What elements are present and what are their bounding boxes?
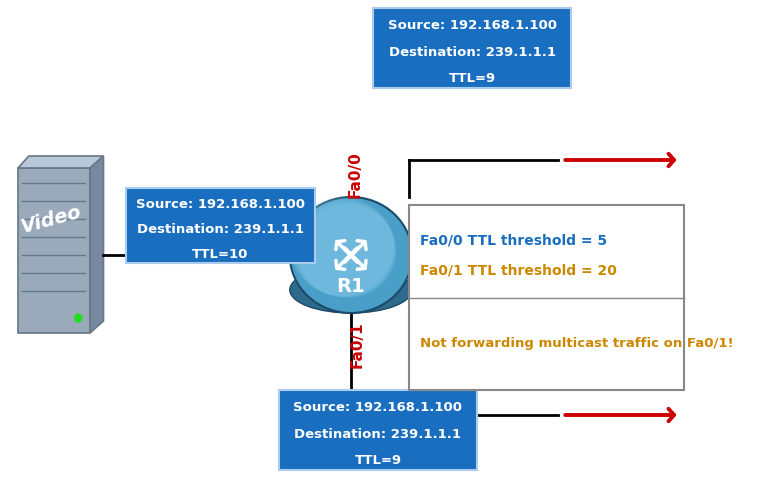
Text: Fa0/1 TTL threshold = 20: Fa0/1 TTL threshold = 20 (420, 263, 617, 277)
Text: Destination: 239.1.1.1: Destination: 239.1.1.1 (137, 223, 304, 236)
Ellipse shape (292, 199, 394, 296)
Ellipse shape (294, 201, 395, 297)
Text: Destination: 239.1.1.1: Destination: 239.1.1.1 (389, 45, 556, 58)
Ellipse shape (291, 198, 394, 296)
Ellipse shape (296, 203, 396, 298)
Ellipse shape (290, 267, 412, 313)
Polygon shape (18, 156, 103, 168)
Ellipse shape (290, 197, 394, 295)
Polygon shape (18, 168, 90, 333)
Text: Video: Video (19, 203, 83, 237)
Text: Destination: 239.1.1.1: Destination: 239.1.1.1 (294, 428, 462, 441)
Ellipse shape (293, 200, 395, 297)
FancyBboxPatch shape (126, 188, 315, 263)
Text: Fa0/0: Fa0/0 (348, 152, 363, 199)
Text: TTL=9: TTL=9 (354, 454, 401, 467)
Text: TTL=9: TTL=9 (449, 72, 496, 85)
Ellipse shape (298, 205, 397, 298)
FancyBboxPatch shape (279, 390, 477, 470)
Text: Source: 192.168.1.100: Source: 192.168.1.100 (136, 198, 305, 211)
Text: TTL=10: TTL=10 (192, 248, 249, 261)
Ellipse shape (290, 197, 412, 313)
Text: Source: 192.168.1.100: Source: 192.168.1.100 (293, 401, 462, 414)
FancyBboxPatch shape (374, 8, 571, 88)
Text: R1: R1 (337, 278, 365, 296)
Polygon shape (90, 156, 103, 333)
Text: Source: 192.168.1.100: Source: 192.168.1.100 (388, 19, 557, 32)
Text: Fa0/0 TTL threshold = 5: Fa0/0 TTL threshold = 5 (420, 233, 608, 247)
FancyBboxPatch shape (409, 205, 684, 390)
Text: Fa0/1: Fa0/1 (350, 321, 365, 368)
Ellipse shape (296, 202, 396, 297)
Text: Not forwarding multicast traffic on Fa0/1!: Not forwarding multicast traffic on Fa0/… (420, 337, 734, 350)
Circle shape (75, 314, 82, 322)
